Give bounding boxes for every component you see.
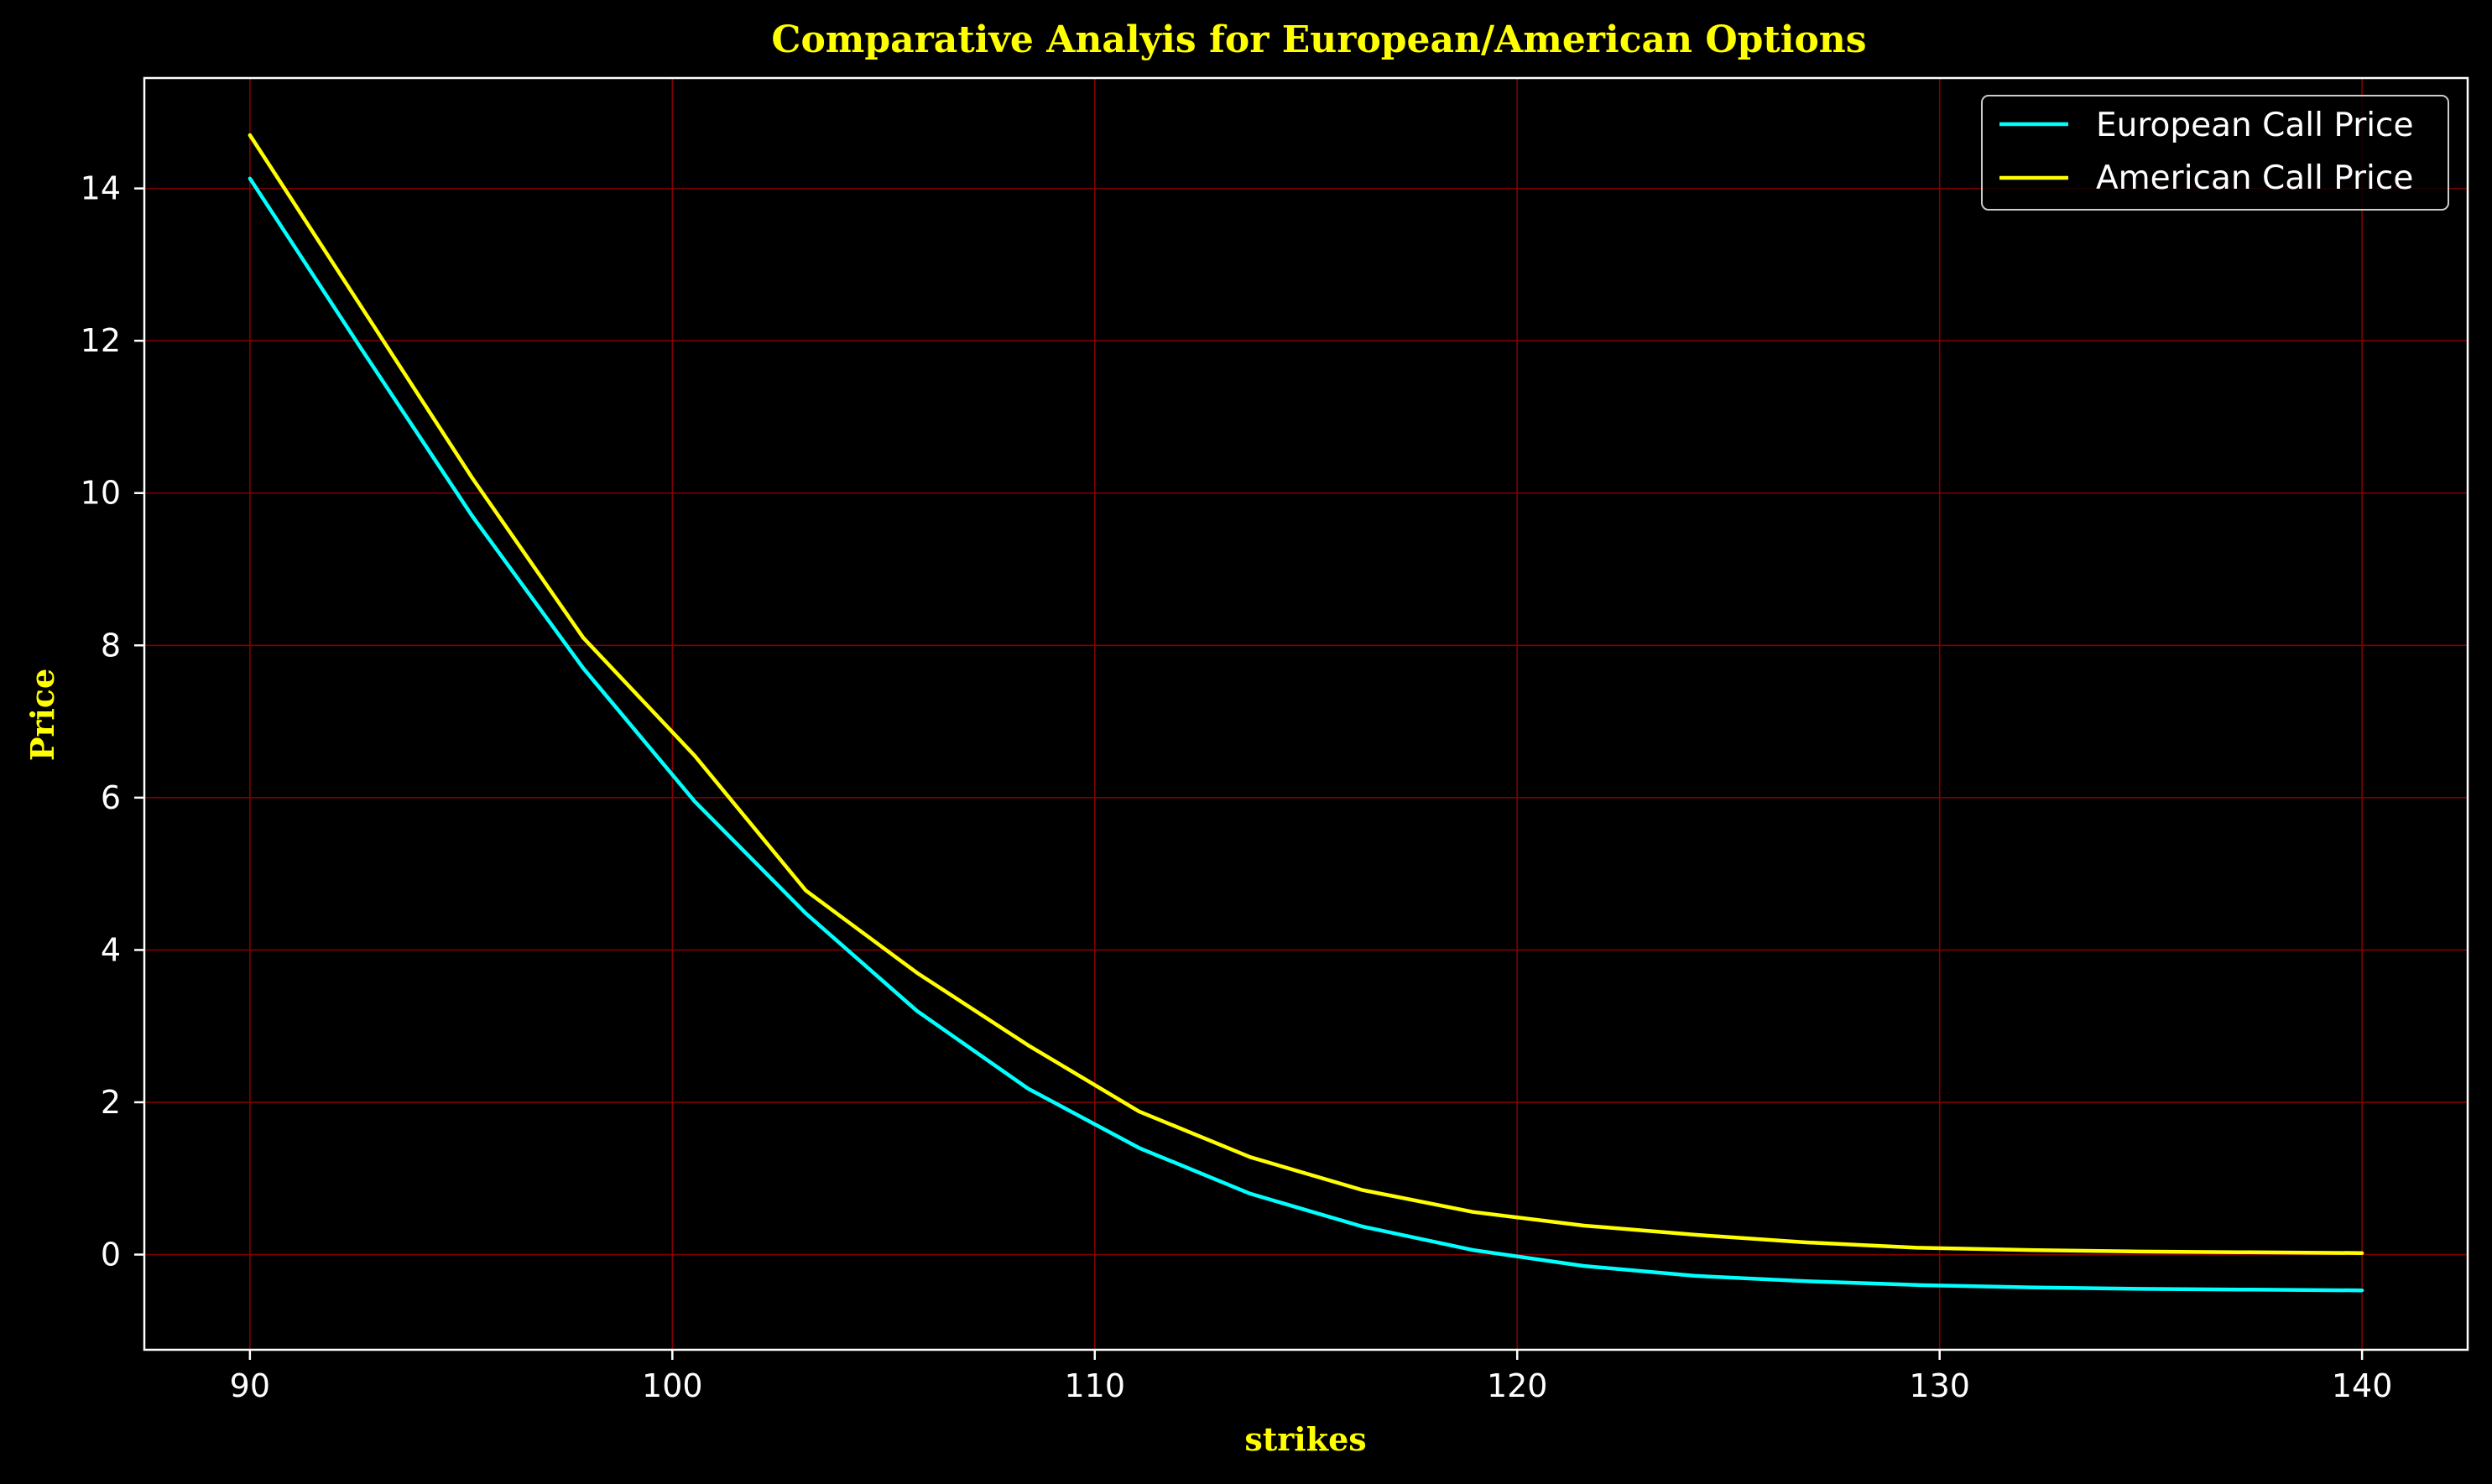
y-axis-label: Price — [23, 669, 61, 761]
y-tick-label: 2 — [101, 1084, 121, 1121]
series-line-american — [248, 133, 2364, 1255]
x-tick-label: 140 — [2332, 1367, 2393, 1404]
legend-box — [1981, 95, 2449, 211]
x-axis-label: strikes — [1244, 1420, 1366, 1458]
legend-label-european: European Call Price — [2096, 107, 2414, 144]
plot-frame — [143, 76, 2469, 1351]
y-tick-label: 14 — [81, 170, 121, 207]
chart-title: Comparative Analyis for European/America… — [771, 18, 1866, 61]
x-tick-label: 120 — [1487, 1367, 1548, 1404]
y-tick-label: 12 — [81, 322, 121, 359]
x-tick-label: 90 — [230, 1367, 270, 1404]
x-tick-label: 130 — [1909, 1367, 1970, 1404]
y-tick-label: 10 — [81, 475, 121, 512]
y-tick-label: 4 — [101, 931, 121, 968]
series-lines — [248, 133, 2364, 1293]
x-tick-label: 110 — [1065, 1367, 1126, 1404]
series-line-european — [248, 176, 2364, 1293]
legend-label-american: American Call Price — [2096, 159, 2413, 197]
axis-ticks: 90 100 110 120 130 140 0 2 4 6 8 10 12 14 — [81, 170, 2393, 1404]
y-tick-label: 8 — [101, 627, 121, 664]
y-tick-label: 0 — [101, 1237, 121, 1273]
legend: European Call Price American Call Price — [1981, 95, 2449, 211]
y-tick-label: 6 — [101, 779, 121, 816]
x-tick-label: 100 — [642, 1367, 703, 1404]
